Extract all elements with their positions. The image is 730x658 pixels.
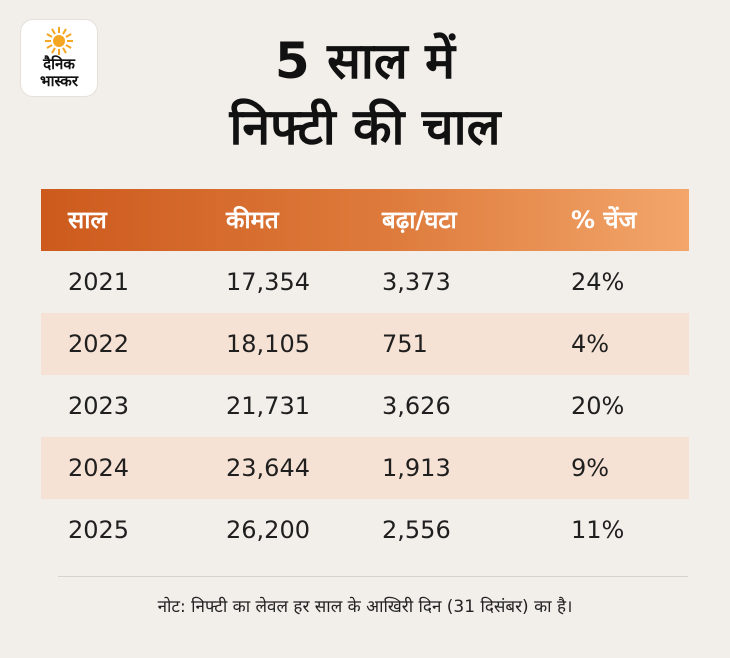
cell-year: 2021	[68, 268, 130, 296]
cell-percent: 20%	[571, 392, 625, 420]
cell-change: 751	[382, 330, 428, 358]
header-change: बढ़ा/घटा	[382, 206, 457, 234]
cell-percent: 24%	[571, 268, 625, 296]
table-row: 2021 17,354 3,373 24%	[41, 251, 689, 313]
table-row: 2025 26,200 2,556 11%	[41, 499, 689, 561]
table-row: 2024 23,644 1,913 9%	[41, 437, 689, 499]
header-year: साल	[68, 206, 107, 234]
table-row: 2023 21,731 3,626 20%	[41, 375, 689, 437]
page-title: 5 साल में निफ्टी की चाल	[130, 28, 600, 160]
nifty-table: साल कीमत बढ़ा/घटा % चेंज 2021 17,354 3,3…	[41, 189, 689, 561]
header-percent-change: % चेंज	[571, 206, 637, 234]
cell-year: 2024	[68, 454, 130, 482]
cell-price: 21,731	[226, 392, 310, 420]
cell-year: 2025	[68, 516, 130, 544]
cell-change: 1,913	[382, 454, 451, 482]
title-line-2: निफ्टी की चाल	[229, 98, 501, 156]
cell-percent: 4%	[571, 330, 610, 358]
cell-year: 2022	[68, 330, 130, 358]
logo-text-dainik: दैनिक	[43, 55, 75, 73]
cell-price: 18,105	[226, 330, 310, 358]
sun-icon	[45, 27, 73, 55]
header-price: कीमत	[226, 206, 279, 234]
cell-percent: 11%	[571, 516, 625, 544]
dainik-bhaskar-logo: दैनिक भास्कर	[21, 20, 97, 96]
cell-change: 2,556	[382, 516, 451, 544]
cell-price: 26,200	[226, 516, 310, 544]
footnote: नोट: निफ्टी का लेवल हर साल के आखिरी दिन …	[157, 597, 573, 617]
cell-change: 3,373	[382, 268, 451, 296]
logo-text-bhaskar: भास्कर	[40, 72, 78, 90]
cell-percent: 9%	[571, 454, 610, 482]
cell-price: 23,644	[226, 454, 310, 482]
cell-change: 3,626	[382, 392, 451, 420]
table-row: 2022 18,105 751 4%	[41, 313, 689, 375]
cell-year: 2023	[68, 392, 130, 420]
divider	[58, 576, 688, 577]
title-line-1: 5 साल में	[274, 32, 456, 90]
cell-price: 17,354	[226, 268, 310, 296]
table-header: साल कीमत बढ़ा/घटा % चेंज	[41, 189, 689, 251]
